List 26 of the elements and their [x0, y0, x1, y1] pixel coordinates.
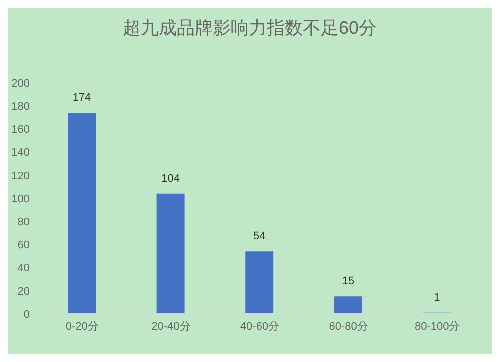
- y-tick-label: 20: [18, 286, 30, 298]
- y-tick-label: 200: [12, 78, 30, 90]
- y-tick-label: 160: [12, 124, 30, 136]
- y-tick-label: 140: [12, 147, 30, 160]
- x-tick-label: 80-100分: [414, 320, 460, 333]
- y-tick-label: 60: [18, 240, 30, 252]
- bar: [246, 252, 274, 314]
- data-label: 104: [162, 172, 180, 185]
- x-tick-label: 40-60分: [240, 320, 280, 333]
- bar: [156, 194, 185, 314]
- data-label: 15: [342, 276, 355, 288]
- y-tick-label: 120: [12, 170, 30, 182]
- y-tick-label: 180: [12, 101, 30, 114]
- y-tick-label: 80: [18, 216, 30, 229]
- x-tick-label: 20-40分: [152, 320, 191, 333]
- bar: [68, 113, 96, 314]
- y-tick-label: 40: [18, 262, 30, 275]
- y-tick-label: 0: [24, 308, 30, 321]
- y-tick-label: 100: [12, 193, 30, 206]
- chart-title: 超九成品牌影响力指数不足60分: [122, 17, 378, 40]
- x-tick-label: 0-20分: [66, 320, 99, 333]
- data-label: 54: [253, 230, 266, 243]
- data-label: 1: [434, 292, 440, 304]
- data-label: 174: [72, 92, 92, 104]
- x-tick-label: 60-80分: [329, 320, 368, 333]
- bar: [334, 296, 362, 314]
